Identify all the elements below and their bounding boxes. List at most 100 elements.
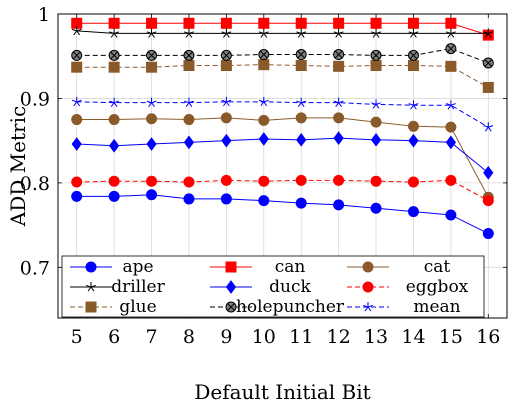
series-can	[71, 17, 494, 41]
data-point-cat	[445, 121, 457, 133]
legend-swatch-marker	[225, 301, 237, 313]
data-point-driller	[146, 28, 157, 38]
data-point-driller	[483, 28, 494, 38]
data-point-cat	[333, 112, 345, 124]
data-point-duck	[146, 137, 157, 151]
x-tick-label: 14	[401, 326, 425, 348]
data-point-ape	[482, 228, 494, 240]
data-point-eggbox	[445, 174, 457, 186]
series-line-holepuncher	[76, 48, 489, 64]
series-line-eggbox	[76, 179, 489, 202]
legend-item-cat: cat	[347, 257, 450, 277]
legend-item-holepuncher: holepuncher	[210, 297, 345, 317]
x-tick-label: 6	[108, 326, 120, 348]
data-point-driller	[109, 28, 120, 38]
series-line-mean	[76, 101, 489, 128]
data-point-cat	[295, 112, 307, 124]
data-point-eggbox	[108, 175, 120, 187]
data-point-duck	[71, 137, 82, 151]
legend-swatch-marker	[225, 261, 237, 273]
data-point-glue	[71, 61, 83, 73]
data-point-mean	[371, 99, 381, 109]
data-point-cat	[71, 114, 83, 126]
legend-label: can	[275, 257, 306, 277]
series-line-glue	[76, 64, 489, 88]
data-point-ape	[183, 193, 195, 205]
legend-item-ape: ape	[70, 257, 154, 277]
series-line-ape	[76, 194, 489, 235]
data-point-driller	[296, 28, 307, 38]
data-point-holepuncher	[295, 49, 307, 61]
data-point-duck	[483, 165, 494, 180]
data-point-can	[333, 17, 345, 29]
data-point-driller	[408, 28, 419, 38]
data-point-can	[146, 17, 158, 29]
data-point-duck	[370, 132, 382, 147]
data-point-ape	[295, 197, 307, 209]
data-point-can	[407, 17, 419, 29]
series-glue	[71, 59, 494, 93]
data-point-duck	[408, 133, 419, 148]
legend-label: mean	[413, 297, 460, 317]
legend-item-driller: driller	[70, 277, 166, 297]
data-point-eggbox	[370, 175, 382, 187]
data-point-can	[370, 17, 382, 29]
data-point-duck	[221, 133, 232, 148]
data-point-eggbox	[482, 195, 494, 207]
data-point-cat	[407, 120, 419, 132]
data-point-cat	[370, 116, 382, 128]
data-point-mean	[445, 100, 456, 110]
data-point-glue	[108, 61, 120, 73]
x-tick-label: 12	[327, 326, 351, 348]
series-line-can	[76, 22, 489, 36]
data-point-driller	[371, 28, 381, 38]
plot-frame	[57, 13, 508, 319]
data-point-can	[183, 17, 195, 29]
legend-item-mean: mean	[347, 297, 461, 317]
legend-label: holepuncher	[236, 297, 345, 317]
series-duck	[71, 131, 494, 180]
x-tick-label: 8	[183, 326, 195, 348]
series-ape	[71, 189, 494, 240]
data-point-ape	[108, 190, 120, 202]
data-point-duck	[258, 132, 269, 146]
legend-item-duck: duck	[210, 277, 312, 297]
x-tick-label: 16	[476, 326, 500, 348]
data-point-ape	[220, 193, 232, 205]
legend-swatch-marker	[225, 280, 237, 294]
data-point-holepuncher	[220, 49, 232, 61]
data-point-eggbox	[407, 176, 419, 188]
data-point-mean	[184, 97, 194, 108]
data-point-glue	[146, 61, 158, 73]
data-point-glue	[183, 60, 195, 72]
data-point-mean	[71, 96, 82, 107]
data-point-ape	[370, 202, 382, 214]
data-point-duck	[296, 132, 307, 147]
y-axis-label: ADD Metric	[6, 106, 30, 227]
data-point-glue	[370, 60, 382, 72]
data-point-cat	[183, 114, 195, 126]
data-point-driller	[333, 28, 344, 38]
data-point-mean	[296, 97, 307, 108]
data-point-holepuncher	[333, 49, 345, 61]
data-point-glue	[445, 60, 457, 72]
data-point-duck	[109, 138, 120, 153]
data-point-holepuncher	[445, 43, 457, 55]
y-tick-label: 0.7	[20, 257, 50, 279]
series-cat	[71, 112, 494, 203]
data-point-can	[295, 17, 307, 29]
data-point-mean	[109, 97, 120, 108]
data-point-ape	[258, 195, 270, 207]
data-point-glue	[407, 60, 419, 72]
data-point-cat	[108, 114, 120, 126]
legend-label: driller	[111, 277, 165, 297]
series-driller	[71, 25, 494, 38]
data-point-eggbox	[295, 174, 307, 186]
y-tick-label: 0.9	[20, 88, 50, 110]
legend-item-glue: glue	[70, 297, 157, 317]
data-point-glue	[220, 60, 232, 72]
data-point-eggbox	[146, 175, 158, 187]
series-line-driller	[76, 30, 489, 34]
data-point-driller	[71, 25, 82, 36]
